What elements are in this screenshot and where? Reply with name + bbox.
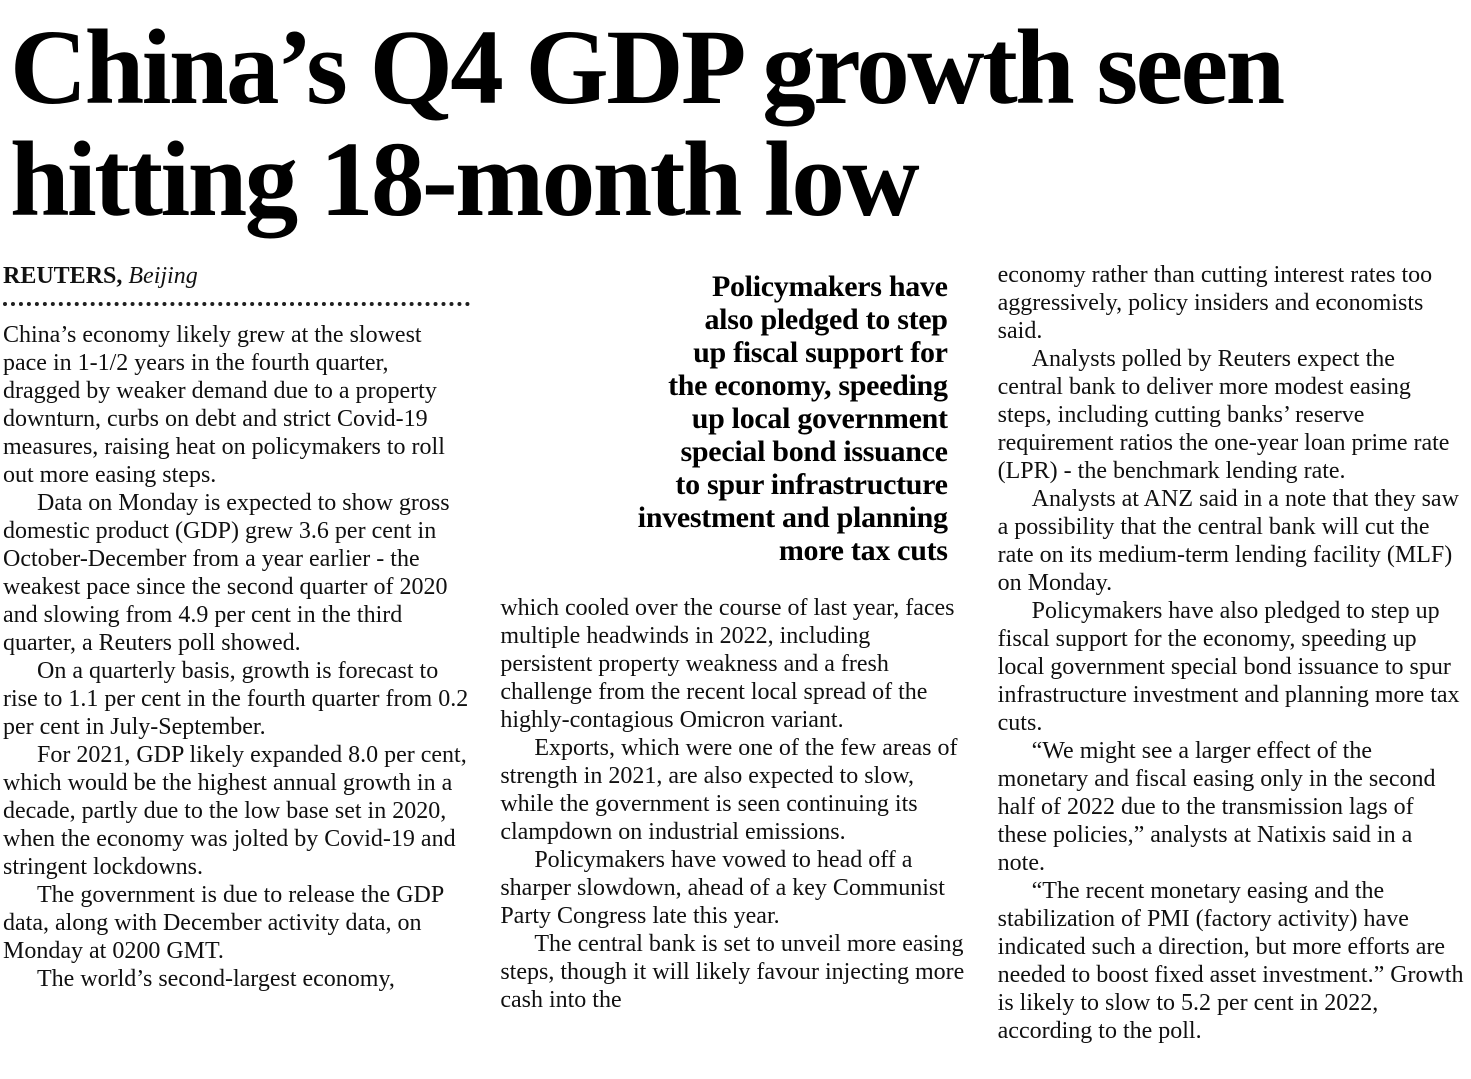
byline-source: REUTERS, xyxy=(3,262,123,289)
pull-quote: Policymakers have also pledged to step u… xyxy=(637,269,948,567)
article-paragraph: Exports, which were one of the few areas… xyxy=(500,734,958,845)
byline: REUTERS, Beijing xyxy=(3,261,470,291)
article-paragraph: which cooled over the course of last yea… xyxy=(500,594,955,733)
article-paragraph: China’s economy likely grew at the slowe… xyxy=(3,321,445,488)
article-paragraph: “We might see a larger effect of the mon… xyxy=(997,737,1436,876)
article-paragraph: On a quarterly basis, growth is forecast… xyxy=(3,657,469,740)
article-paragraph: The central bank is set to unveil more e… xyxy=(500,930,965,1013)
byline-location: Beijing xyxy=(128,262,198,289)
article-paragraph: Analysts at ANZ said in a note that they… xyxy=(997,485,1459,596)
article-paragraph: Data on Monday is expected to show gross… xyxy=(3,489,450,656)
article-paragraph: The world’s second-largest economy, xyxy=(37,965,395,992)
article-paragraph: The government is due to release the GDP… xyxy=(3,881,444,964)
article-paragraph: Policymakers have vowed to head off a sh… xyxy=(500,846,945,929)
article-paragraph: economy rather than cutting interest rat… xyxy=(997,261,1433,344)
article-paragraph: Analysts polled by Reuters expect the ce… xyxy=(997,345,1450,484)
headline: China’s Q4 GDP growth seen hitting 18-mo… xyxy=(10,9,1285,240)
article-column-1: REUTERS, Beijing China’s economy likely g… xyxy=(3,261,471,1045)
article-paragraph: For 2021, GDP likely expanded 8.0 per ce… xyxy=(3,741,467,880)
article-column-3: economy rather than cutting interest rat… xyxy=(998,261,1465,1045)
article-paragraph: Policymakers have also pledged to step u… xyxy=(997,597,1460,736)
byline-divider xyxy=(3,301,471,306)
article-paragraph: “The recent monetary easing and the stab… xyxy=(997,877,1464,1044)
article-columns: REUTERS, Beijing China’s economy likely g… xyxy=(3,261,1467,1045)
article-column-2: Policymakers have also pledged to step u… xyxy=(500,261,967,1045)
